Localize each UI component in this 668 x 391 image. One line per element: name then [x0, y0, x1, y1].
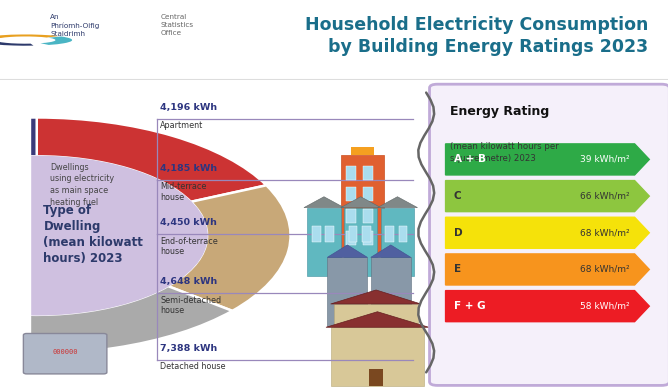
Text: E: E [454, 264, 461, 274]
Text: 68 kWh/m²: 68 kWh/m² [580, 265, 629, 274]
Text: 7,388 kWh: 7,388 kWh [160, 344, 218, 353]
Bar [363, 166, 373, 179]
Circle shape [0, 156, 207, 315]
Text: C: C [454, 191, 461, 201]
Wedge shape [0, 286, 232, 354]
Polygon shape [377, 197, 418, 208]
Text: Type of
Dwelling
(mean kilowatt
hours) 2023: Type of Dwelling (mean kilowatt hours) 2… [43, 204, 144, 265]
Polygon shape [331, 290, 421, 304]
Text: Apartment: Apartment [160, 122, 204, 131]
Bar [346, 209, 356, 223]
FancyBboxPatch shape [430, 84, 668, 386]
FancyBboxPatch shape [307, 208, 341, 276]
Text: Dwellings
using electricity
as main space
heating fuel: Dwellings using electricity as main spac… [50, 163, 114, 207]
Text: 4,450 kWh: 4,450 kWh [160, 218, 217, 227]
Polygon shape [327, 245, 367, 257]
Polygon shape [446, 217, 649, 248]
FancyBboxPatch shape [371, 257, 411, 326]
Polygon shape [446, 144, 649, 175]
Bar [312, 226, 321, 242]
Polygon shape [446, 254, 649, 285]
Text: Mid-terrace
house: Mid-terrace house [160, 182, 206, 201]
Text: 68 kWh/m²: 68 kWh/m² [580, 228, 629, 237]
FancyBboxPatch shape [341, 155, 384, 254]
Bar [369, 369, 383, 386]
FancyBboxPatch shape [381, 208, 414, 276]
Polygon shape [326, 312, 429, 327]
Bar [346, 187, 356, 201]
Bar [349, 226, 357, 242]
Text: Energy Rating: Energy Rating [450, 105, 549, 118]
Bar [399, 226, 407, 242]
FancyBboxPatch shape [331, 327, 424, 386]
Bar [351, 147, 374, 155]
Text: 000000: 000000 [53, 349, 78, 355]
Bar [363, 187, 373, 201]
Text: (mean kilowatt hours per
square metre) 2023: (mean kilowatt hours per square metre) 2… [450, 142, 558, 163]
Text: 4,196 kWh: 4,196 kWh [160, 103, 218, 112]
Bar [346, 231, 356, 245]
Text: 4,648 kWh: 4,648 kWh [160, 277, 218, 286]
Wedge shape [0, 34, 58, 38]
Text: 58 kWh/m²: 58 kWh/m² [580, 301, 629, 310]
Text: Detached house: Detached house [160, 362, 226, 371]
Bar [346, 166, 356, 179]
Polygon shape [304, 197, 344, 208]
Text: D: D [454, 228, 462, 238]
Text: An
Phríomh-Oifig
Staidrimh: An Phríomh-Oifig Staidrimh [50, 14, 100, 37]
Wedge shape [0, 40, 33, 46]
Bar [363, 231, 373, 245]
Polygon shape [446, 291, 649, 322]
Wedge shape [37, 117, 267, 202]
Bar [362, 226, 371, 242]
Text: End-of-terrace
house: End-of-terrace house [160, 237, 218, 256]
Wedge shape [0, 117, 37, 211]
Bar [363, 209, 373, 223]
Text: 4,185 kWh: 4,185 kWh [160, 164, 218, 173]
Text: F + G: F + G [454, 301, 485, 311]
Wedge shape [168, 185, 291, 311]
Text: Semi-detached
house: Semi-detached house [160, 296, 222, 315]
Polygon shape [371, 245, 411, 257]
Bar [325, 226, 334, 242]
Text: 39 kWh/m²: 39 kWh/m² [580, 155, 629, 164]
FancyBboxPatch shape [344, 208, 377, 276]
Text: Central
Statistics
Office: Central Statistics Office [160, 14, 194, 36]
Bar [385, 226, 394, 242]
Bar [0, 74, 30, 391]
Text: 66 kWh/m²: 66 kWh/m² [580, 192, 629, 201]
Text: A + B: A + B [454, 154, 486, 165]
Wedge shape [41, 36, 72, 45]
FancyBboxPatch shape [334, 304, 418, 366]
Polygon shape [341, 197, 381, 208]
FancyBboxPatch shape [327, 257, 367, 326]
Text: Household Electricity Consumption
by Building Energy Ratings 2023: Household Electricity Consumption by Bui… [305, 16, 648, 56]
FancyBboxPatch shape [23, 334, 107, 374]
Polygon shape [446, 181, 649, 212]
